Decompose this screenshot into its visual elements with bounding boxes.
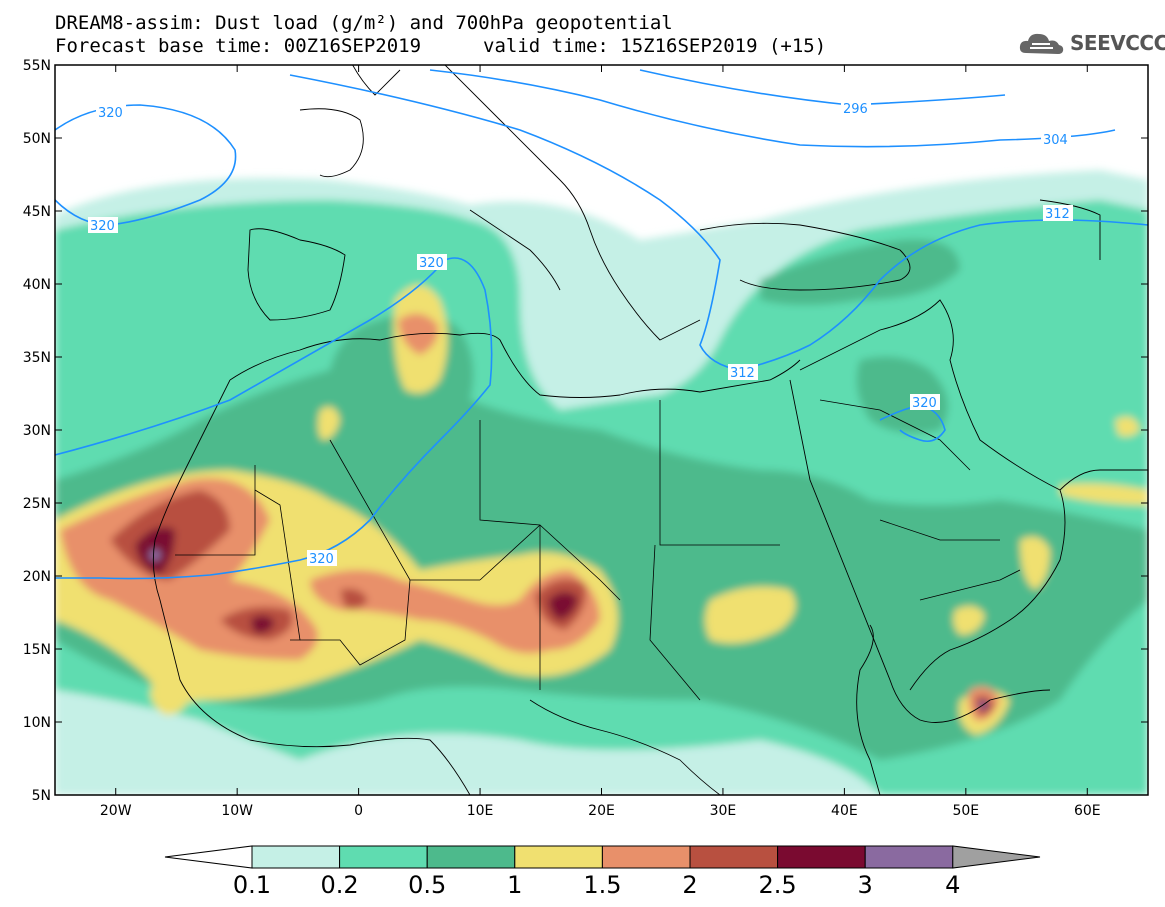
colorbar-label: 2 <box>682 871 697 899</box>
lon-tick-label: 40E <box>831 803 858 819</box>
colorbar-swatch <box>601 845 691 869</box>
lat-tick-label: 40N <box>23 277 51 293</box>
coastlines <box>152 65 1148 795</box>
contour-labels: 320 320 296 304 312 320 312 320 320 <box>88 100 1073 567</box>
colorbar: 0.1 0.2 0.5 1 1.5 2 2.5 3 4 <box>164 845 1041 899</box>
forecast-base-time: Forecast base time: 00Z16SEP2019 <box>55 35 422 57</box>
colorbar-swatch <box>514 845 603 869</box>
country-borders <box>175 399 1021 795</box>
valid-time: valid time: 15Z16SEP2019 (+15) <box>483 35 827 57</box>
lon-tick-label: 20W <box>100 803 132 819</box>
contour-label: 320 <box>419 256 444 271</box>
colorbar-swatch <box>689 845 779 869</box>
lat-tick-label: 55N <box>23 58 51 74</box>
colorbar-label: 1.5 <box>583 871 621 899</box>
lon-tick-label: 60E <box>1074 803 1101 819</box>
contour-label: 312 <box>1045 207 1070 222</box>
lon-tick-label: 50E <box>952 803 979 819</box>
map-title: DREAM8-assim: Dust load (g/m²) and 700hP… <box>55 12 673 34</box>
axis-ticks: 55N 50N 45N 40N 35N 30N 25N 20N 15N 10N 5N 20W 10W 0 1… <box>23 58 1148 819</box>
lat-tick-label: 10N <box>23 715 51 731</box>
colorbar-swatch <box>251 845 341 869</box>
colorbar-label: 4 <box>945 871 960 899</box>
contour-label: 320 <box>912 396 937 411</box>
lon-tick-label: 10E <box>467 803 494 819</box>
lat-tick-label: 50N <box>23 131 51 147</box>
lat-tick-label: 35N <box>23 350 51 366</box>
lat-tick-label: 45N <box>23 204 51 220</box>
colorbar-under-triangle <box>164 845 253 869</box>
lat-tick-label: 20N <box>23 569 51 585</box>
colorbar-label: 0.1 <box>233 871 271 899</box>
contour-label: 320 <box>90 219 115 234</box>
contour-label: 320 <box>309 552 334 567</box>
colorbar-label: 0.2 <box>321 871 359 899</box>
lat-tick-label: 30N <box>23 423 51 439</box>
lon-tick-label: 10W <box>221 803 253 819</box>
lat-tick-label: 25N <box>23 496 51 512</box>
colorbar-swatch <box>777 845 866 869</box>
colorbar-swatch <box>339 845 428 869</box>
cloud-icon <box>1019 33 1064 54</box>
dust-field <box>55 170 1148 795</box>
colorbar-label: 3 <box>858 871 873 899</box>
forecast-time-line: Forecast base time: 00Z16SEP2019 valid ti… <box>55 35 826 57</box>
colorbar-label: 0.5 <box>408 871 446 899</box>
map-area <box>55 65 1148 795</box>
colorbar-label: 2.5 <box>759 871 797 899</box>
contour-label: 296 <box>843 102 868 117</box>
seevccc-logo: SEEVCCC <box>1018 29 1165 59</box>
lat-tick-label: 15N <box>23 642 51 658</box>
contour-label: 312 <box>730 366 755 381</box>
lon-tick-label: 20E <box>588 803 615 819</box>
contour-label: 304 <box>1043 133 1068 148</box>
logo-text: SEEVCCC <box>1070 31 1165 55</box>
colorbar-swatch <box>426 845 516 869</box>
colorbar-label: 1 <box>507 871 522 899</box>
colorbar-swatch <box>864 845 954 869</box>
lon-tick-label: 0 <box>354 803 363 819</box>
colorbar-over-triangle <box>952 845 1041 869</box>
lon-tick-label: 30E <box>710 803 737 819</box>
contour-label: 320 <box>98 106 123 121</box>
lat-tick-label: 5N <box>32 788 51 804</box>
